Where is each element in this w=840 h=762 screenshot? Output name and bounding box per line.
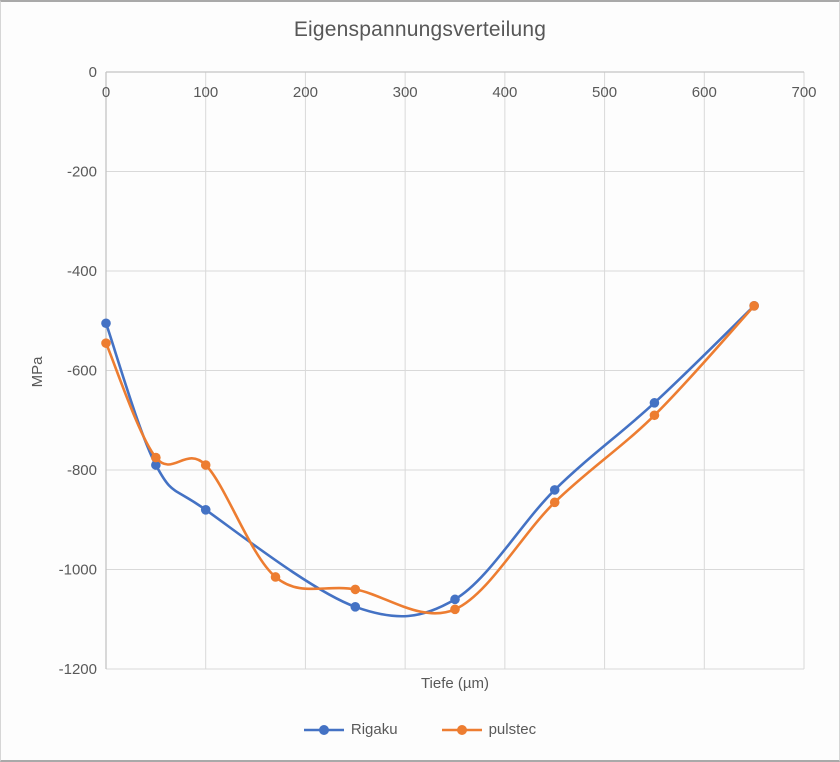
y-tick-label: -1000 bbox=[59, 562, 97, 579]
data-point-pulstec-50 bbox=[151, 452, 161, 463]
y-tick-label: -600 bbox=[67, 363, 97, 380]
legend-item-pulstec: pulstec bbox=[441, 721, 537, 738]
data-point-pulstec-350 bbox=[450, 604, 460, 615]
data-point-pulstec-250 bbox=[350, 584, 361, 595]
x-tick-label: 0 bbox=[102, 84, 110, 101]
data-point-pulstec-100 bbox=[200, 460, 211, 470]
data-point-pulstec-450 bbox=[549, 497, 560, 508]
data-point-rigaku-550 bbox=[649, 398, 660, 408]
legend-label-pulstec: pulstec bbox=[488, 721, 537, 738]
data-point-pulstec-650 bbox=[749, 301, 759, 311]
data-point-rigaku-250 bbox=[350, 602, 361, 612]
y-tick-label: -800 bbox=[67, 462, 97, 479]
data-point-pulstec-550 bbox=[649, 410, 660, 421]
x-tick-label: 700 bbox=[791, 84, 816, 101]
x-tick-label: 300 bbox=[393, 84, 418, 101]
y-tick-label: -1200 bbox=[59, 661, 97, 678]
legend: Rigaku pulstec bbox=[1, 721, 839, 738]
legend-label-rigaku: Rigaku bbox=[350, 721, 398, 738]
data-point-rigaku-0 bbox=[101, 318, 111, 329]
series-line-pulstec bbox=[104, 304, 756, 615]
data-point-pulstec-0 bbox=[101, 338, 111, 348]
data-point-pulstec-170 bbox=[270, 572, 281, 582]
x-tick-label: 500 bbox=[592, 84, 617, 101]
x-tick-label: 200 bbox=[293, 84, 318, 101]
x-axis-label: Tiefe (µm) bbox=[420, 675, 490, 692]
x-tick-label: 100 bbox=[193, 84, 218, 101]
x-tick-label: 600 bbox=[692, 84, 717, 101]
y-tick-label: -400 bbox=[67, 263, 97, 280]
x-tick-label: 400 bbox=[492, 84, 517, 101]
y-tick-label: 0 bbox=[89, 64, 97, 81]
data-point-rigaku-350 bbox=[450, 594, 460, 605]
data-point-rigaku-50 bbox=[151, 460, 161, 470]
data-point-rigaku-450 bbox=[549, 485, 560, 495]
legend-item-rigaku: Rigaku bbox=[303, 721, 398, 738]
y-tick-label: -200 bbox=[67, 164, 97, 181]
legend-marker-rigaku bbox=[303, 724, 344, 735]
legend-marker-pulstec bbox=[441, 724, 482, 735]
data-point-rigaku-100 bbox=[200, 505, 211, 515]
chart-title: Eigenspannungsverteilung bbox=[293, 18, 547, 41]
